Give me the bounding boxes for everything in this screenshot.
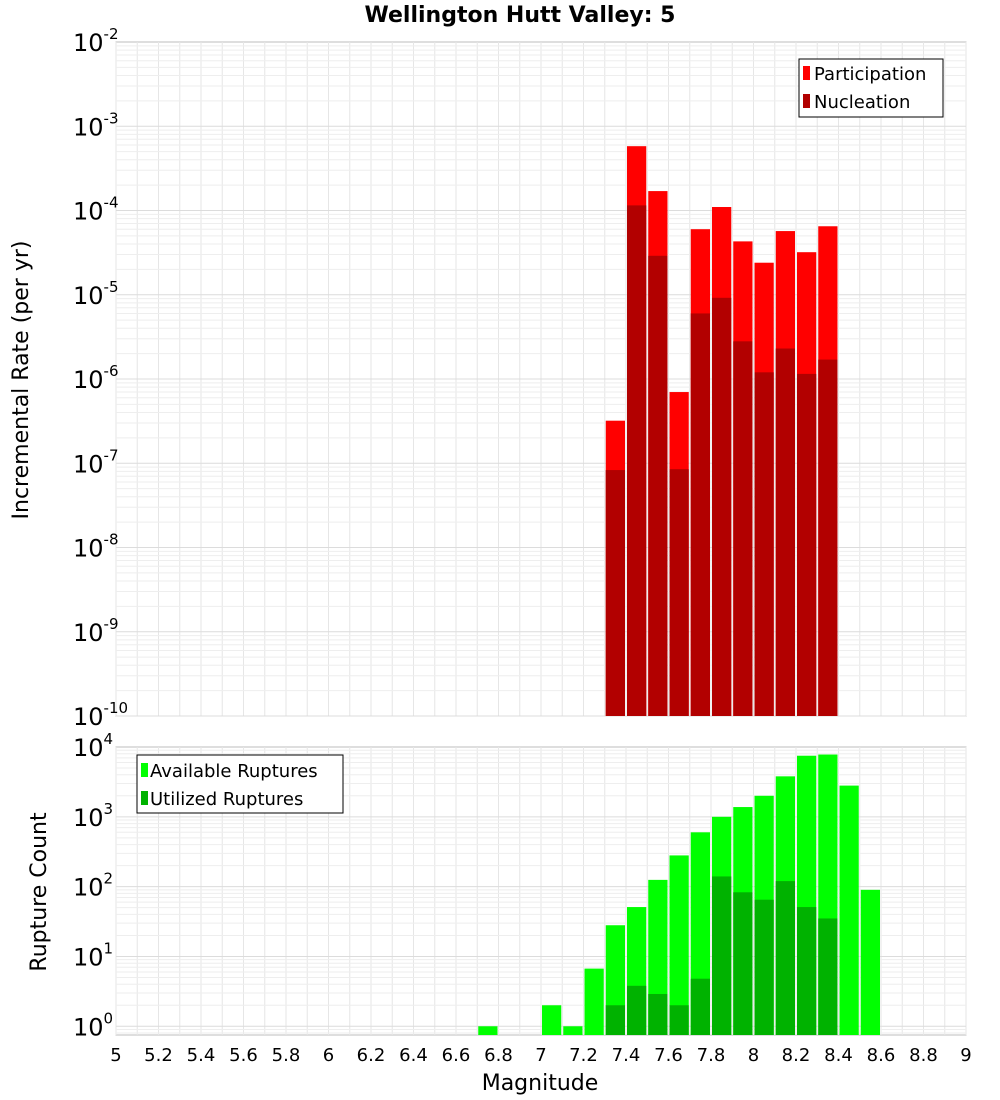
bar-available-ruptures [839, 785, 859, 1035]
bar-nucleation [818, 359, 838, 716]
x-tick-label: 8.6 [867, 1045, 896, 1066]
rate-legend-box [798, 58, 944, 118]
bar-utilized-ruptures [648, 993, 668, 1035]
bar-available-ruptures [563, 1026, 583, 1035]
count-panel: 100 101 102 103 104 5 5.2 5.4 5.6 5.8 6 6.2 6.4 6.6 6… [27, 730, 972, 1096]
bar-utilized-ruptures [669, 1005, 689, 1035]
bar-nucleation [733, 341, 753, 716]
x-axis-label: Magnitude [482, 1071, 599, 1096]
rate-y-axis-label: Incremental Rate (per yr) [9, 241, 34, 520]
bar-utilized-ruptures [797, 907, 817, 1035]
x-tick-label: 8.4 [824, 1045, 853, 1066]
bar-available-ruptures [584, 968, 604, 1035]
bar-nucleation [754, 372, 774, 716]
magnitude-x-ticks: 5 5.2 5.4 5.6 5.8 6 6.2 6.4 6.6 6.8 7 7.2 7.4 7.6 7.8 8… [110, 1045, 971, 1066]
y-tick-label: 10-4 [73, 194, 119, 226]
bar-utilized-ruptures [818, 918, 838, 1035]
x-tick-label: 6.8 [484, 1045, 513, 1066]
bar-nucleation [648, 255, 668, 716]
bar-utilized-ruptures [733, 892, 753, 1035]
x-tick-label: 5.4 [187, 1045, 216, 1066]
x-tick-label: 5.2 [144, 1045, 173, 1066]
y-tick-label: 100 [73, 1009, 113, 1041]
bar-available-ruptures [669, 855, 689, 1035]
x-tick-label: 8.2 [782, 1045, 811, 1066]
utilized-legend-label: Utilized Ruptures [150, 789, 303, 810]
y-tick-label: 102 [73, 870, 113, 902]
y-tick-label: 10-6 [73, 362, 119, 394]
bar-utilized-ruptures [605, 1005, 625, 1035]
utilized-legend-swatch [141, 791, 148, 805]
bar-nucleation [669, 469, 689, 716]
count-bars [478, 754, 880, 1035]
bar-nucleation [775, 348, 795, 716]
participation-legend-label: Participation [814, 64, 926, 85]
count-legend-box [136, 754, 344, 814]
bar-utilized-ruptures [690, 978, 710, 1035]
x-tick-label: 5 [110, 1045, 121, 1066]
bar-nucleation [627, 205, 647, 716]
x-tick-label: 7.2 [569, 1045, 598, 1066]
y-tick-label: 10-10 [73, 699, 128, 731]
count-legend: Available Ruptures Utilized Ruptures [136, 754, 344, 814]
bar-available-ruptures [860, 889, 880, 1035]
bar-utilized-ruptures [627, 985, 647, 1035]
bar-utilized-ruptures [712, 876, 732, 1035]
participation-legend-swatch [803, 66, 810, 80]
available-legend-swatch [141, 763, 148, 777]
count-y-axis-label: Rupture Count [27, 812, 52, 972]
bar-nucleation [605, 470, 625, 716]
rate-y-ticks: 10-10 10-9 10-8 10-7 10-6 10-5 10-4 10-3 10-2 [73, 25, 128, 731]
bar-nucleation [690, 313, 710, 716]
x-tick-label: 8.8 [909, 1045, 938, 1066]
available-legend-label: Available Ruptures [150, 761, 318, 782]
bar-utilized-ruptures [754, 899, 774, 1035]
x-tick-label: 5.6 [229, 1045, 258, 1066]
y-tick-label: 10-7 [73, 446, 119, 478]
y-tick-label: 10-8 [73, 531, 119, 563]
rate-panel: 10-10 10-9 10-8 10-7 10-6 10-5 10-4 10-3 10-2 In… [9, 25, 967, 731]
y-tick-label: 10-3 [73, 109, 119, 141]
x-tick-label: 8 [748, 1045, 759, 1066]
bar-utilized-ruptures [775, 881, 795, 1035]
x-tick-label: 7.6 [654, 1045, 683, 1066]
x-tick-label: 6 [323, 1045, 334, 1066]
chart-title: Wellington Hutt Valley: 5 [365, 3, 676, 28]
rate-legend: Participation Nucleation [798, 58, 944, 118]
y-tick-label: 10-2 [73, 25, 119, 57]
x-tick-label: 7 [535, 1045, 546, 1066]
y-tick-label: 10-9 [73, 615, 119, 647]
x-tick-label: 7.4 [612, 1045, 641, 1066]
x-tick-label: 6.2 [357, 1045, 386, 1066]
x-tick-label: 6.6 [442, 1045, 471, 1066]
y-tick-label: 101 [73, 939, 113, 971]
y-tick-label: 104 [73, 730, 113, 762]
bar-nucleation [712, 297, 732, 716]
y-tick-label: 103 [73, 800, 113, 832]
x-tick-label: 7.8 [697, 1045, 726, 1066]
count-y-ticks: 100 101 102 103 104 [73, 730, 113, 1041]
x-tick-label: 6.4 [399, 1045, 428, 1066]
nucleation-legend-swatch [803, 94, 810, 108]
bar-available-ruptures [478, 1026, 498, 1035]
rate-bars [605, 146, 838, 717]
nucleation-legend-label: Nucleation [814, 92, 910, 113]
bar-nucleation [797, 373, 817, 716]
bar-available-ruptures [542, 1005, 562, 1035]
rate-gridlines [115, 42, 967, 717]
x-tick-label: 9 [960, 1045, 971, 1066]
x-tick-label: 5.8 [272, 1045, 301, 1066]
y-tick-label: 10-5 [73, 278, 119, 310]
